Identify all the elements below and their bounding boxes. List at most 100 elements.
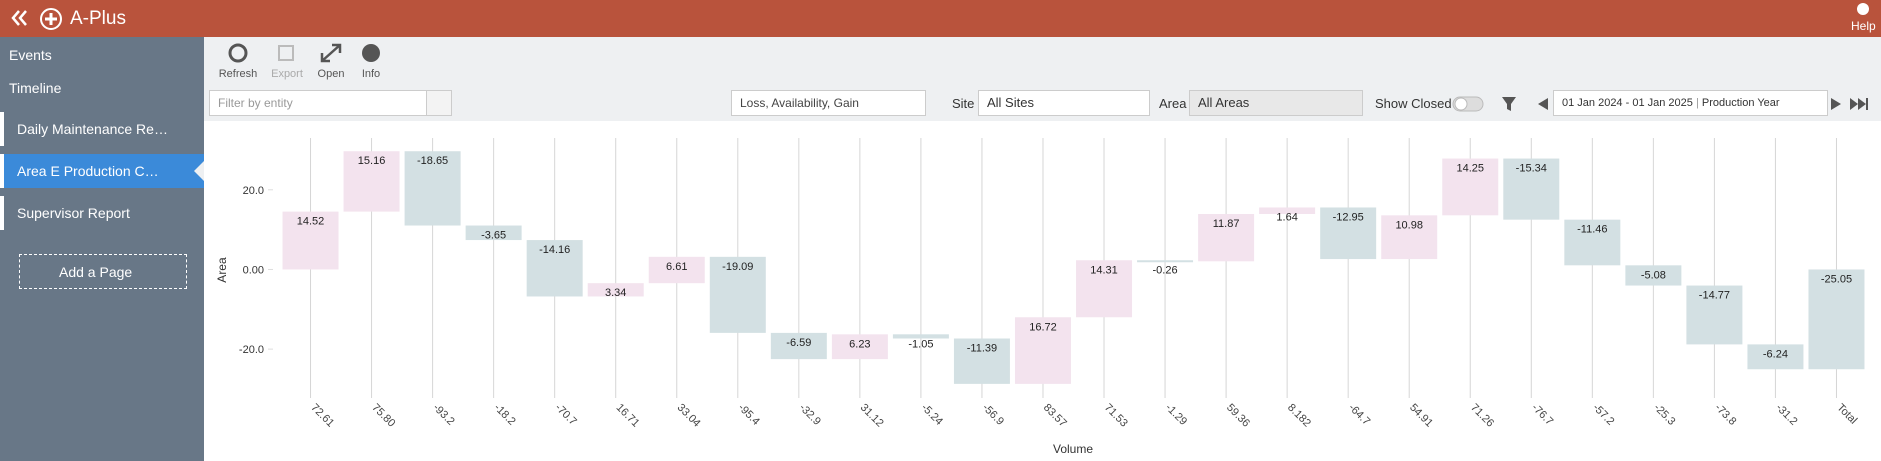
help-icon[interactable] <box>1856 2 1870 16</box>
toolbar-button[interactable]: Open <box>317 68 345 80</box>
page-item[interactable]: Daily Maintenance Re… <box>0 112 204 146</box>
data-label: 6.61 <box>666 261 687 273</box>
data-label: 14.31 <box>1090 264 1118 276</box>
date-range-text: 01 Jan 2024 - 01 Jan 2025 <box>1562 97 1693 109</box>
bar <box>526 240 583 297</box>
bar <box>343 151 400 212</box>
date-range[interactable]: 01 Jan 2024 - 01 Jan 2025 | Production Y… <box>1553 90 1828 116</box>
x-tick-label: 31.12 <box>858 402 886 430</box>
x-tick-label: -64.7 <box>1346 402 1372 428</box>
entity-filter[interactable]: Filter by entity <box>209 90 427 116</box>
y-tick-label: 20.0 <box>243 185 264 197</box>
selected-pointer <box>194 161 204 181</box>
x-tick-label: -25.3 <box>1651 402 1677 428</box>
bar <box>831 334 888 360</box>
x-tick-label: -70.7 <box>553 402 579 428</box>
bar <box>709 256 766 333</box>
data-label: -3.65 <box>481 230 506 242</box>
bar <box>465 225 522 241</box>
x-tick-label: 72.61 <box>308 402 336 430</box>
bar <box>1503 158 1560 220</box>
bar <box>1442 158 1499 216</box>
x-tick-label: -93.2 <box>430 402 456 428</box>
page-item[interactable]: Supervisor Report <box>0 196 204 230</box>
filter-controls[interactable] <box>1452 94 1881 114</box>
data-label: 3.34 <box>605 287 626 299</box>
add-page-button[interactable]: Add a Page <box>19 254 187 289</box>
x-tick-label: 83.57 <box>1041 402 1069 430</box>
bar <box>1625 265 1682 286</box>
bar <box>1259 207 1316 215</box>
period: Production Year <box>1701 97 1780 109</box>
bar <box>1808 269 1865 370</box>
x-tick-label: 8.182 <box>1285 402 1313 430</box>
bar <box>1564 219 1621 266</box>
x-tick-label: -73.8 <box>1712 402 1738 428</box>
data-label: 10.98 <box>1395 219 1423 231</box>
data-label: -6.24 <box>1763 348 1788 360</box>
page-item[interactable]: Area E Production C… <box>0 154 204 188</box>
data-label: -14.77 <box>1699 290 1730 302</box>
area-label: Area <box>1159 96 1187 111</box>
toolbar-icons <box>228 43 380 63</box>
data-label: -19.09 <box>722 261 753 273</box>
help[interactable]: Help <box>1851 19 1876 33</box>
bar <box>1686 285 1743 345</box>
x-tick-label: 75.80 <box>369 402 397 430</box>
site-dropdown[interactable]: All Sites <box>978 90 1150 116</box>
bar <box>1381 215 1438 260</box>
bar <box>1076 260 1133 318</box>
nav-item[interactable]: Events <box>9 47 52 63</box>
y-tick-label: 0.00 <box>243 264 264 276</box>
data-label: -11.46 <box>1577 224 1607 236</box>
x-tick-label: -31.2 <box>1773 402 1799 428</box>
x-tick-label: -18.2 <box>492 402 518 428</box>
data-label: 14.52 <box>297 216 325 228</box>
show-closed-label: Show Closed <box>1375 96 1452 111</box>
x-tick-label: -5.24 <box>919 402 945 428</box>
x-tick-label: -32.9 <box>797 402 823 428</box>
data-label: -14.16 <box>539 244 570 256</box>
toolbar-button[interactable]: Info <box>361 68 381 80</box>
bar <box>1014 317 1071 384</box>
bar <box>1747 344 1804 370</box>
x-tick-label: -76.7 <box>1529 402 1555 428</box>
y-tick-label: -20.0 <box>239 344 264 356</box>
data-label: -11.39 <box>967 342 997 354</box>
x-tick-label: 71.53 <box>1102 402 1130 430</box>
data-label: -12.95 <box>1333 211 1364 223</box>
bar <box>770 332 827 360</box>
bar <box>648 256 705 284</box>
data-label: -1.05 <box>908 338 933 350</box>
x-tick-label: 59.36 <box>1224 402 1252 430</box>
x-tick-label: -1.29 <box>1163 402 1189 428</box>
bar <box>587 283 644 297</box>
data-label: 16.72 <box>1029 321 1057 333</box>
data-label: -0.26 <box>1153 264 1178 276</box>
x-tick-label: 54.91 <box>1407 402 1435 430</box>
x-tick-label: 71.26 <box>1468 402 1496 430</box>
bar <box>953 338 1010 384</box>
header: A-Plus Help <box>0 0 1881 37</box>
x-tick-label: 16.71 <box>614 402 642 430</box>
area-dropdown[interactable]: All Areas <box>1189 90 1363 116</box>
sidebar: Events Timeline Daily Maintenance Re… Ar… <box>0 37 204 461</box>
bar <box>1198 214 1255 262</box>
data-label: -25.05 <box>1821 273 1852 285</box>
measure-dropdown[interactable]: Loss, Availability, Gain <box>731 90 926 116</box>
bar <box>892 334 949 339</box>
x-tick-label: -57.2 <box>1590 402 1616 428</box>
x-tick-label: -95.4 <box>736 402 762 428</box>
entity-tree-button[interactable] <box>426 90 452 116</box>
data-label: 1.64 <box>1276 211 1297 223</box>
toolbar-button[interactable]: Refresh <box>218 68 258 80</box>
app-title: A-Plus <box>70 8 126 29</box>
nav-item[interactable]: Timeline <box>9 80 62 96</box>
x-tick-label: 33.04 <box>675 402 703 430</box>
x-axis-title: Volume <box>1053 442 1093 456</box>
add-page-label: Add a Page <box>59 264 133 280</box>
bar <box>1137 260 1194 263</box>
toolbar-button: Export <box>271 68 303 80</box>
x-tick-label: Total <box>1834 402 1859 427</box>
